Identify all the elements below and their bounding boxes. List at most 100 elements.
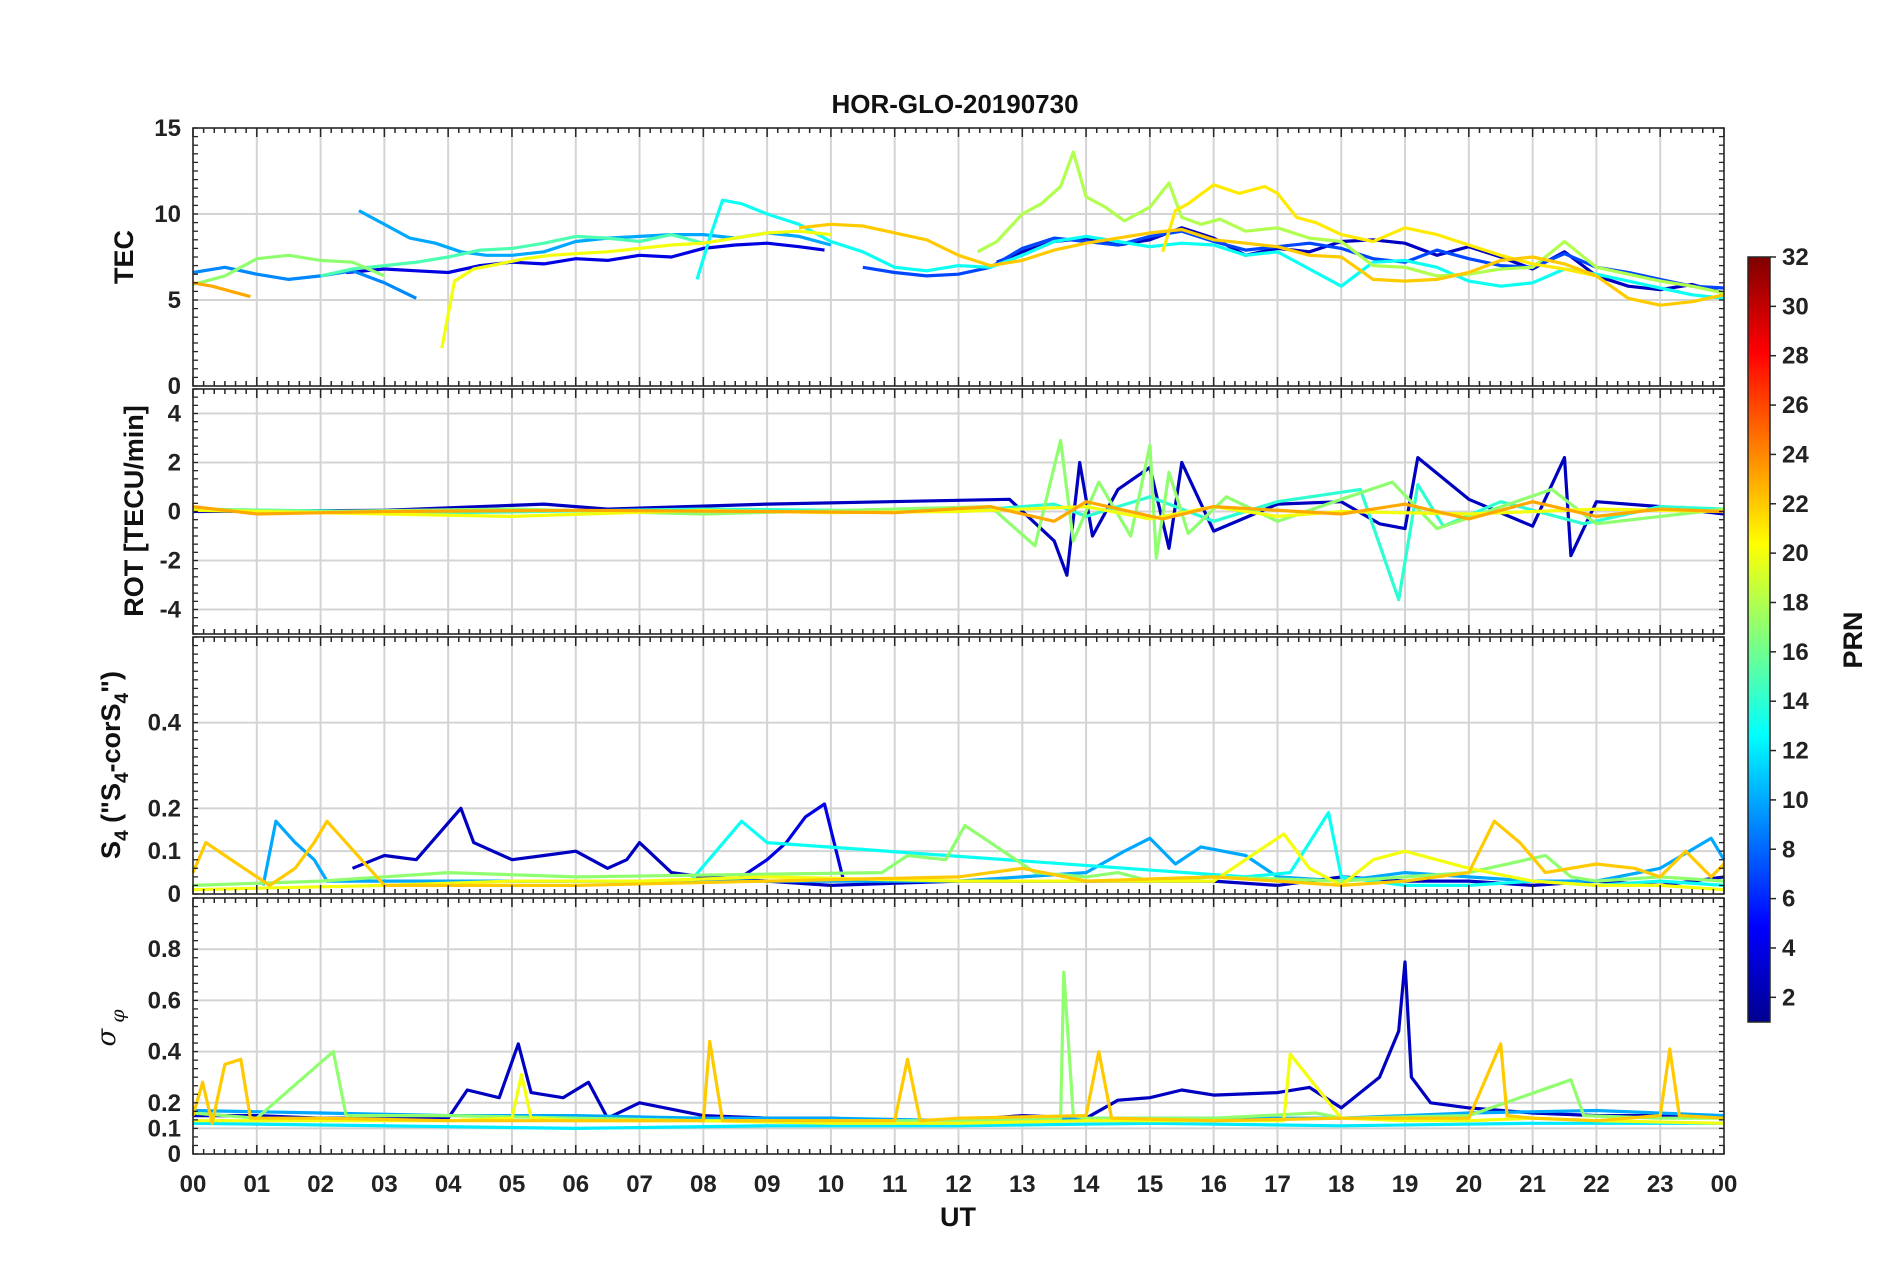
ticks-tec: 0 5 10 15 (154, 115, 1725, 400)
ytick-label-rot: 0 (168, 499, 181, 526)
ytick-label-tec: 0 (168, 373, 181, 400)
ticks-rot: -4 -2 0 2 4 (160, 388, 1725, 635)
colorbar-tick-label: 14 (1782, 688, 1809, 715)
xtick-label: 11 (882, 1171, 907, 1198)
colorbar-tick-label: 8 (1782, 836, 1795, 863)
series-rot-prn-23 (192, 500, 1725, 523)
series-s4-prn-4 (734, 802, 846, 883)
colorbar-tick-label: 26 (1782, 392, 1809, 419)
ytick-label-sigma-phi: 0.2 (148, 1090, 181, 1117)
series-tec-prn-23 (192, 281, 251, 299)
xtick-label: 13 (1009, 1171, 1036, 1198)
xtick-label: 12 (945, 1171, 972, 1198)
series-sigma-phi-prn-12 (192, 1121, 1724, 1131)
xtick-label: 00 (180, 1171, 207, 1198)
ytick-label-rot: 2 (168, 450, 181, 477)
series-s4-prn-17 (192, 823, 1725, 887)
series-tec-prn-9 (192, 265, 417, 300)
xtick-label: 05 (499, 1171, 526, 1198)
ytick-label-tec: 10 (154, 201, 181, 228)
xtick-label: 00 (1711, 1171, 1738, 1198)
colorbar-tick-label: 18 (1782, 589, 1809, 616)
ylabel-s4-sub2: 4 (112, 772, 133, 783)
ylabel-rot: ROT [TECU/min] (119, 405, 149, 616)
xtick-label: 19 (1392, 1171, 1419, 1198)
x-axis-label: UT (940, 1202, 976, 1232)
colorbar-scale (1747, 256, 1771, 1023)
ticks-s4: 0 0.1 0.2 0.4 (148, 636, 1725, 908)
xtick-label: 15 (1137, 1171, 1164, 1198)
series-s4 (191, 802, 1726, 892)
ytick-label-tec: 15 (154, 115, 181, 142)
panel-rot: -4 -2 0 2 4 ROT [TECU/min] (119, 388, 1725, 635)
colorbar-tick-label: 2 (1782, 984, 1795, 1011)
ytick-label-sigma-phi: 0.6 (148, 987, 181, 1014)
grid-s4 (193, 637, 1724, 894)
ytick-label-rot: 4 (168, 401, 182, 428)
ticks-sigma-phi: 00.10.2 0.4 0.6 0.8 (148, 897, 1725, 1168)
grid-sigma-phi (193, 898, 1724, 1154)
ytick-label-s4: 0.4 (148, 710, 182, 737)
colorbar-tick-label: 10 (1782, 787, 1809, 814)
colorbar-tick-label: 24 (1782, 441, 1809, 468)
ytick-label-rot: -2 (160, 548, 181, 575)
xtick-label: 20 (1455, 1171, 1482, 1198)
series-tec-prn-21 (1161, 183, 1597, 278)
ytick-label-sigma-phi: 0.4 (148, 1039, 182, 1066)
ylabel-s4: S4 ("S4-corS4") (96, 671, 133, 859)
panel-sigma-phi: 00.10.2 0.4 0.6 0.8 σ φ (92, 897, 1725, 1168)
colorbar-tick-label: 12 (1782, 738, 1809, 765)
colorbar-tick-label: 6 (1782, 886, 1795, 913)
series-tec-prn-7 (862, 229, 1725, 290)
xtick-label: 23 (1647, 1171, 1674, 1198)
series-s4-prn-22 (191, 819, 1726, 888)
xtick-label: 09 (754, 1171, 781, 1198)
series-rot-prn-3 (192, 456, 1725, 577)
xtick-label: 17 (1264, 1171, 1291, 1198)
series-tec-prn-4 (345, 241, 825, 275)
xtick-label: 02 (307, 1171, 334, 1198)
colorbar-tick-label: 16 (1782, 639, 1809, 666)
axes-frame-tec (192, 127, 1725, 387)
ylabel-sigma: σ (92, 1028, 122, 1047)
series-sigma-phi-prn-17 (192, 970, 1724, 1123)
ytick-label-s4: 0.2 (148, 795, 181, 822)
axes-frame-rot (192, 388, 1725, 635)
ytick-label-sigma-phi: 0 (168, 1141, 181, 1168)
series-s4-prn-10 (261, 819, 1726, 886)
ytick-label-tec: 5 (168, 287, 181, 314)
xtick-label: 04 (435, 1171, 462, 1198)
series-tec-prn-15 (320, 233, 704, 278)
ylabel-tec: TEC (109, 230, 139, 284)
xtick-label: 06 (562, 1171, 589, 1198)
xtick-label: 18 (1328, 1171, 1355, 1198)
colorbar-tick-label: 32 (1782, 244, 1809, 271)
ylabel-s4-cor: -corS (96, 703, 126, 772)
axes-frame-sigma-phi (192, 897, 1725, 1155)
series-tec-prn-18 (976, 150, 1725, 295)
series-tec-prn-20 (440, 229, 832, 349)
ytick-label-s4: 0 (168, 881, 181, 908)
series-rot (192, 438, 1725, 602)
xtick-label: 14 (1073, 1171, 1100, 1198)
series-sigma-phi-prn-22 (191, 1039, 1725, 1125)
x-axis: 00 01 02 03 04 05 06 07 08 09 10 11 12 13 14 15 16 17 18 19… (180, 1171, 1738, 1198)
colorbar-tick-label: 20 (1782, 540, 1809, 567)
colorbar-label: PRN (1838, 611, 1868, 668)
xtick-label: 22 (1583, 1171, 1610, 1198)
chart-title: HOR-GLO-20190730 (831, 89, 1078, 119)
ytick-label-sigma-phi: 0.8 (148, 936, 181, 963)
xtick-label: 01 (243, 1171, 270, 1198)
ylabel-s4-mid: ("S (96, 783, 126, 830)
ylabel-phi: φ (107, 1009, 129, 1029)
ylabel-s4-s: S (96, 841, 126, 859)
ylabel-s4-sub3: 4 (112, 692, 133, 703)
xtick-label: 07 (626, 1171, 653, 1198)
series-sigma-phi (191, 960, 1725, 1131)
panel-s4: 00.10.20.4 S4 ("S4-corS4") (96, 636, 1726, 908)
ylabel-s4-sub1: 4 (112, 830, 133, 841)
series-tec-prn-22 (798, 222, 1725, 307)
colorbar-tick-label: 22 (1782, 491, 1809, 518)
xtick-label: 21 (1519, 1171, 1546, 1198)
